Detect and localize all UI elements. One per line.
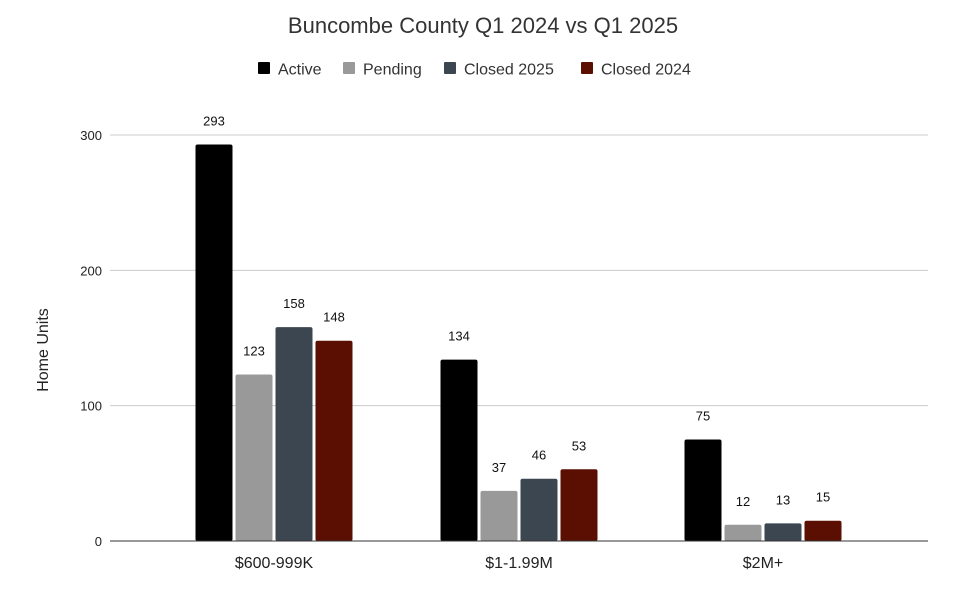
- y-axis-label: Home Units: [35, 308, 52, 392]
- legend: Active Pending Closed 2025 Closed 2024: [258, 62, 691, 79]
- chart-title: Buncombe County Q1 2024 vs Q1 2025: [288, 13, 678, 38]
- bar: [764, 523, 802, 541]
- bar: [315, 340, 353, 541]
- data-label: 293: [203, 113, 225, 128]
- data-label: 158: [283, 296, 305, 311]
- legend-swatch: [581, 62, 593, 74]
- bar: [684, 439, 722, 541]
- gridlines: [110, 134, 928, 407]
- bar: [560, 469, 598, 541]
- data-label: 37: [492, 460, 506, 475]
- data-label: 15: [816, 490, 830, 505]
- x-tick-label: $2M+: [743, 555, 783, 572]
- bars: [195, 144, 842, 541]
- legend-swatch: [343, 62, 355, 74]
- data-label: 75: [696, 409, 710, 424]
- data-label: 46: [532, 448, 546, 463]
- x-tick-label: $600-999K: [235, 555, 314, 572]
- y-tick-label: 300: [80, 128, 102, 143]
- bar: [724, 524, 762, 541]
- legend-swatch: [258, 62, 270, 74]
- legend-label: Active: [278, 62, 322, 79]
- y-tick-label: 100: [80, 399, 102, 414]
- data-label: 123: [243, 344, 265, 359]
- data-label: 13: [776, 492, 790, 507]
- data-label: 148: [323, 310, 345, 325]
- bar: [195, 144, 233, 541]
- legend-label: Closed 2024: [601, 62, 691, 79]
- bar: [520, 478, 558, 541]
- data-label: 12: [736, 494, 750, 509]
- data-label: 134: [448, 329, 470, 344]
- y-tick-label: 200: [80, 263, 102, 278]
- legend-swatch: [444, 62, 456, 74]
- legend-label: Pending: [363, 62, 422, 79]
- y-tick-label: 0: [95, 534, 102, 549]
- legend-label: Closed 2025: [464, 62, 554, 79]
- y-axis-ticks: 0 100 200 300: [80, 128, 102, 549]
- bar: [275, 327, 313, 541]
- data-label: 53: [572, 438, 586, 453]
- x-tick-label: $1-1.99M: [485, 555, 553, 572]
- bar: [804, 520, 842, 541]
- value-labels: 293 123 158 148 134 37 46 53 75 12 13 15: [203, 113, 830, 508]
- x-axis-ticks: $600-999K $1-1.99M $2M+: [235, 555, 783, 572]
- bar: [480, 490, 518, 541]
- bar: [235, 374, 273, 541]
- bar: [440, 359, 478, 541]
